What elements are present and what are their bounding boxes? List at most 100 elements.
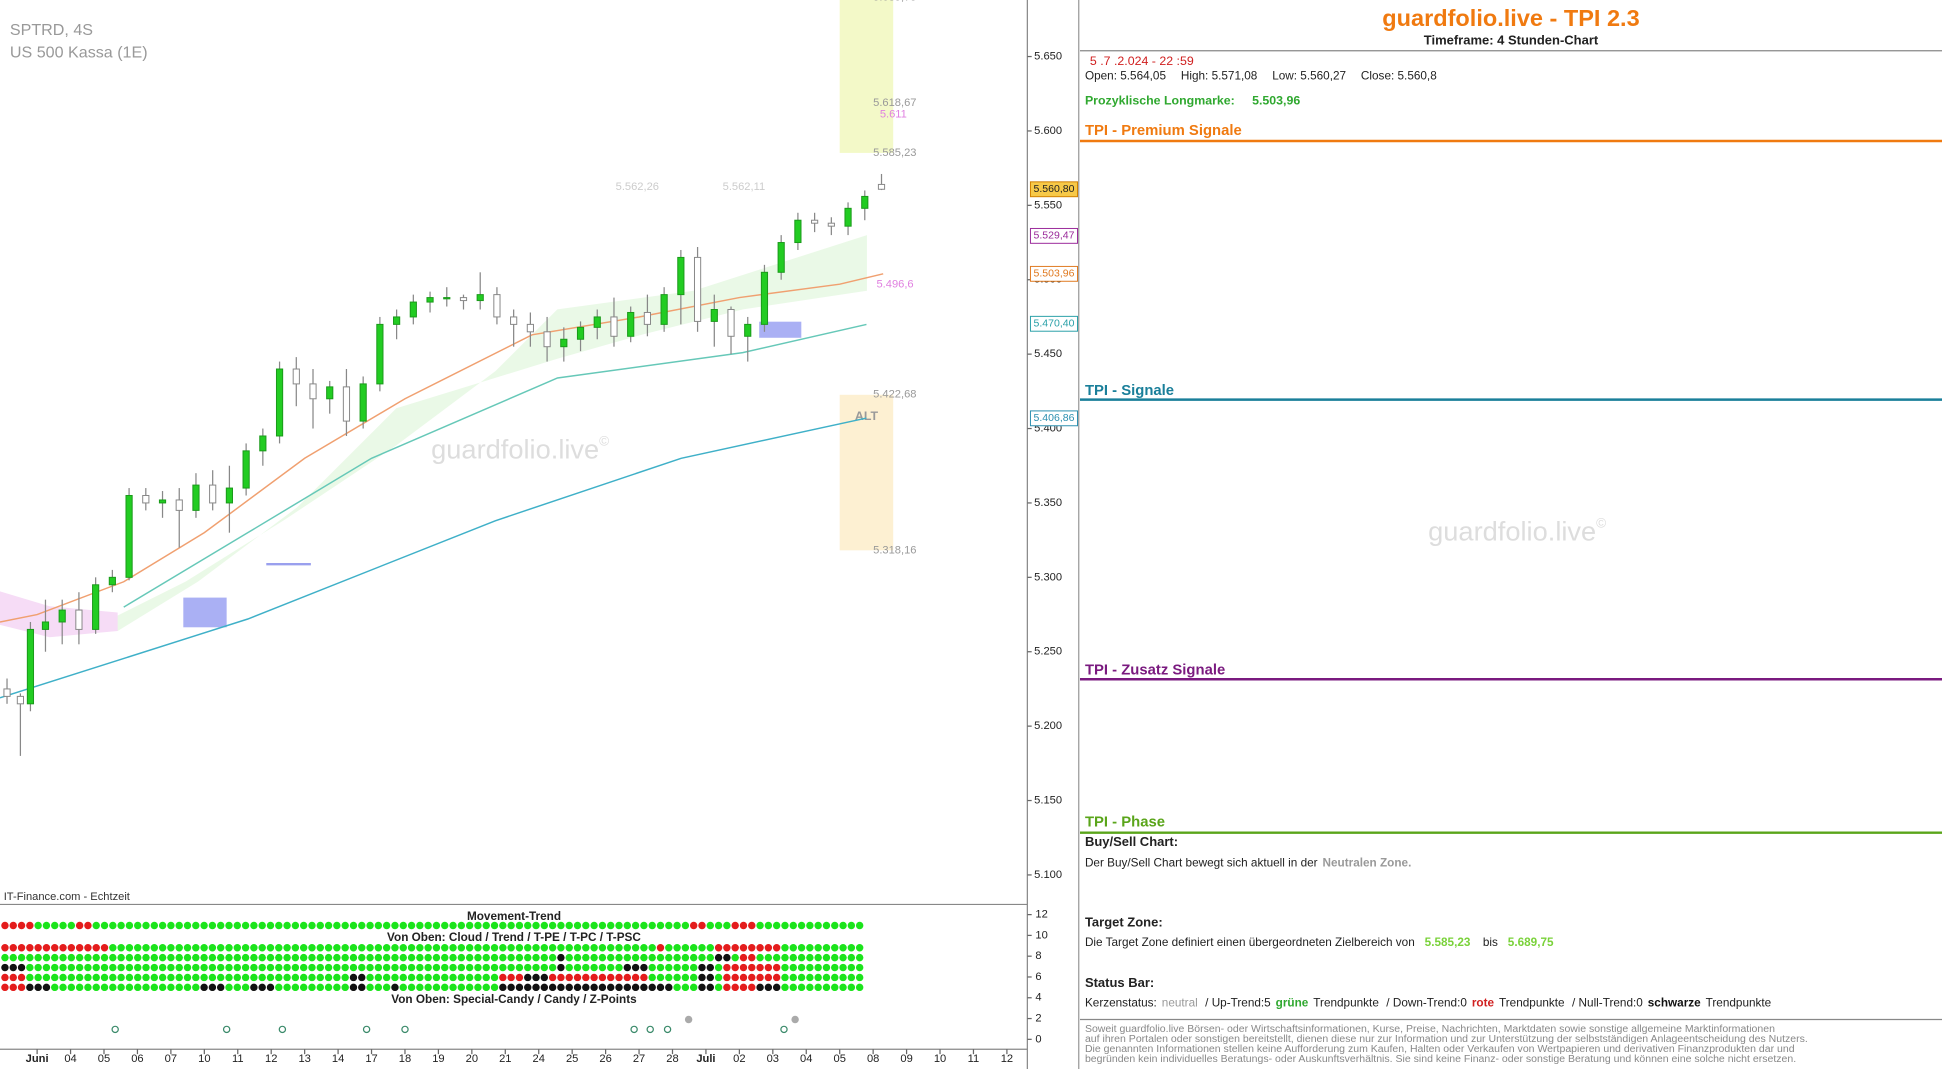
trend-dot	[623, 963, 632, 972]
candle-body	[510, 316, 518, 325]
trend-dot	[822, 963, 831, 972]
trend-dot	[847, 944, 856, 952]
trend-dot	[482, 973, 490, 982]
trend-dot	[565, 963, 573, 972]
trend-dot	[34, 973, 42, 982]
trend-dot	[407, 983, 416, 992]
trend-dot	[590, 973, 598, 982]
trend-dot	[731, 944, 739, 952]
trend-dot	[548, 953, 557, 962]
trend-dot	[490, 983, 499, 992]
trend-dot	[615, 973, 623, 982]
special-point	[791, 1015, 799, 1024]
trend-dot	[67, 963, 76, 972]
trend-dot	[258, 944, 266, 952]
signal-box	[183, 597, 227, 628]
trend-dot	[507, 963, 515, 972]
candle-body	[794, 219, 802, 244]
x-tick-label: 05	[98, 1053, 110, 1065]
trend-dot	[216, 963, 225, 972]
trend-dot	[100, 944, 109, 952]
trend-dot	[1, 921, 9, 930]
trend-dot	[233, 963, 242, 972]
trend-dot	[333, 973, 341, 982]
trend-dot	[291, 973, 300, 982]
x-tick-label: 10	[198, 1053, 210, 1065]
trend-dot	[822, 953, 831, 962]
trend-dot	[806, 973, 814, 982]
trend-dot	[764, 953, 773, 962]
indicator-line	[0, 417, 867, 699]
trend-dot	[606, 983, 615, 992]
watermark: guardfolio.live©	[431, 433, 609, 464]
trend-dot	[283, 973, 291, 982]
trend-dot	[258, 963, 266, 972]
trend-dot	[515, 973, 524, 982]
disclaimer-line: Soweit guardfolio.live Börsen- oder Wirt…	[1085, 1023, 1775, 1035]
z-point	[646, 1025, 654, 1034]
trend-dot	[366, 973, 374, 982]
candle-body	[593, 316, 601, 328]
trend-dot	[142, 973, 150, 982]
trend-dot	[109, 921, 117, 930]
trend-dot	[75, 921, 84, 930]
trend-dot	[739, 963, 748, 972]
trend-dot	[416, 944, 424, 952]
trend-dot	[449, 944, 457, 952]
candle-body	[225, 487, 233, 504]
trend-dot	[250, 944, 258, 952]
trend-dot	[158, 963, 167, 972]
trend-dot	[266, 921, 275, 930]
trend-dot	[507, 973, 515, 982]
trend-dot	[208, 973, 217, 982]
trend-dot	[51, 953, 59, 962]
x-tick-label: 05	[834, 1053, 846, 1065]
trend-dot	[216, 944, 225, 952]
x-tick-label: 14	[332, 1053, 344, 1065]
trend-dot	[855, 963, 864, 972]
trend-dot	[698, 944, 706, 952]
trend-dot	[183, 953, 192, 962]
trend-dot	[855, 953, 864, 962]
candle-body	[627, 311, 635, 337]
trend-dot	[183, 921, 192, 930]
trend-dot	[225, 963, 233, 972]
panel-y-tick-label: 2	[1035, 1012, 1041, 1024]
x-tick-label: 09	[900, 1053, 912, 1065]
trend-dot	[407, 921, 416, 930]
trend-dot	[416, 953, 424, 962]
trend-dot	[781, 963, 789, 972]
trend-dot	[781, 944, 789, 952]
trend-dot	[457, 973, 466, 982]
trend-dot	[631, 963, 640, 972]
trend-dot	[739, 983, 748, 992]
trend-dot	[839, 944, 847, 952]
trend-dot	[167, 921, 175, 930]
panel-title: guardfolio.live - TPI 2.3	[1382, 5, 1639, 31]
x-tick-label: 12	[1001, 1053, 1013, 1065]
trend-dot	[208, 963, 217, 972]
trend-dot	[573, 921, 582, 930]
trend-dot	[465, 983, 474, 992]
ohlc-low: Low: 5.560,27	[1272, 70, 1346, 83]
trend-dot	[490, 921, 499, 930]
candle-body	[92, 584, 100, 630]
x-tick-label: 17	[365, 1053, 377, 1065]
longmarke: Prozyklische Longmarke: 5.503,96	[1085, 94, 1300, 108]
trend-dot	[590, 963, 598, 972]
trend-dot	[474, 921, 482, 930]
trend-dot	[1, 944, 9, 952]
longmarke-label: Prozyklische Longmarke:	[1085, 94, 1235, 108]
trend-dot	[67, 983, 76, 992]
trend-dot	[731, 983, 739, 992]
trend-dot	[557, 973, 565, 982]
trend-dot	[847, 921, 856, 930]
trend-dot	[789, 921, 797, 930]
trend-dot	[748, 953, 756, 962]
trend-dot	[366, 921, 374, 930]
buy-sell-sentence: Der Buy/Sell Chart bewegt sich aktuell i…	[1085, 857, 1318, 870]
trend-dot	[233, 973, 242, 982]
trend-dot	[333, 944, 341, 952]
trend-dot	[474, 953, 482, 962]
info-panel: guardfolio.live - TPI 2.3 Timeframe: 4 S…	[1078, 0, 1942, 1069]
